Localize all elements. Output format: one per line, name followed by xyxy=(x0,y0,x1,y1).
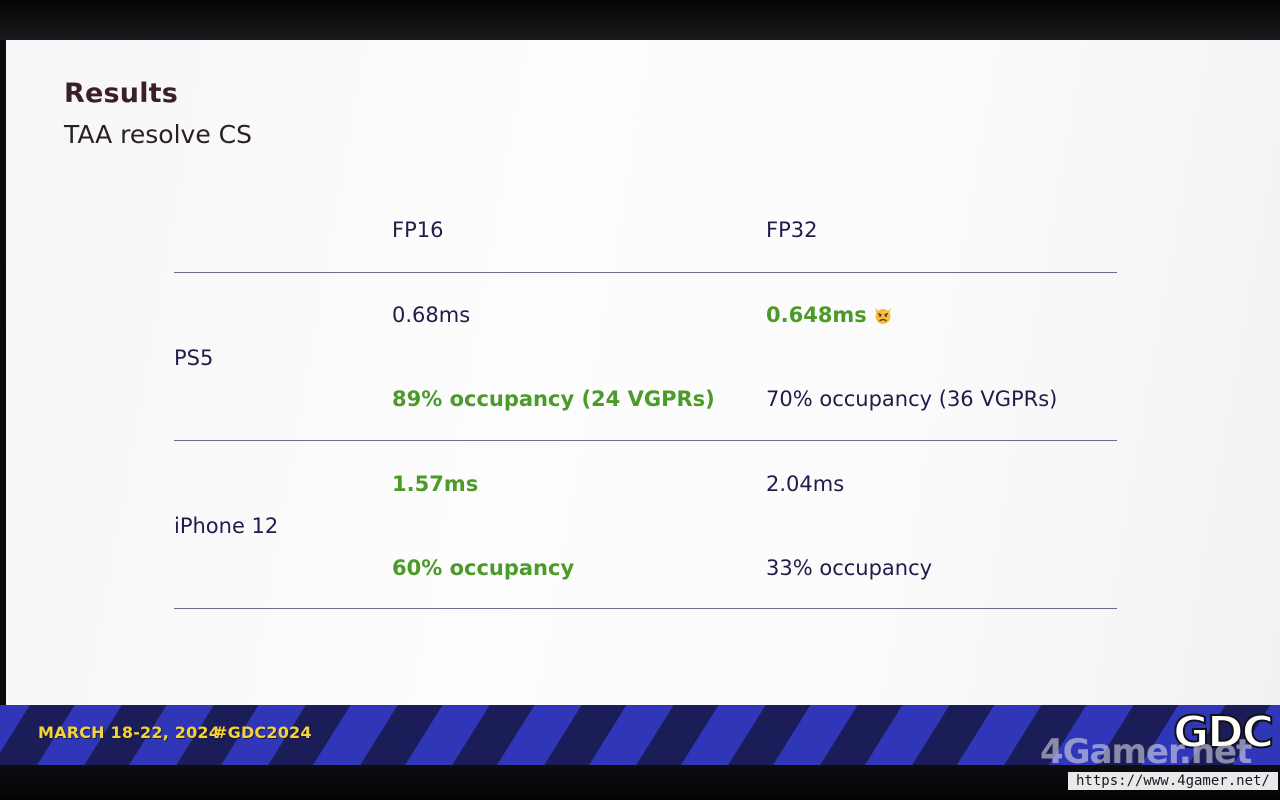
angry-cat-icon xyxy=(874,308,891,324)
ps5-fp32-occupancy: 70% occupancy (36 VGPRs) xyxy=(766,387,1058,411)
ps5-fp32-time: 0.648ms xyxy=(766,303,893,327)
iphone12-fp32-occupancy: 33% occupancy xyxy=(766,556,933,580)
gdc-logo: GDC xyxy=(1172,706,1275,759)
ps5-fp16-time: 0.68ms xyxy=(392,303,471,327)
footer-stripes xyxy=(0,705,1280,765)
row-label-ps5: PS5 xyxy=(174,346,214,370)
iphone12-fp32-time: 2.04ms xyxy=(766,472,845,496)
row-label-iphone12: iPhone 12 xyxy=(174,514,279,538)
column-header-fp32: FP32 xyxy=(766,218,818,242)
slide-subtitle: TAA resolve CS xyxy=(64,120,253,149)
iphone12-fp16-time: 1.57ms xyxy=(392,472,479,496)
watermark-brand: 4Gamer.net xyxy=(1040,732,1252,772)
conference-footer: MARCH 18-22, 2024 #GDC2024 GDC xyxy=(0,705,1280,765)
table-rule-top xyxy=(174,272,1117,273)
ps5-fp32-time-value: 0.648ms xyxy=(766,303,867,327)
watermark-url: https://www.4gamer.net/ xyxy=(1068,772,1278,790)
slide-title: Results xyxy=(64,78,179,109)
event-dates: MARCH 18-22, 2024 xyxy=(38,723,221,742)
top-bezel xyxy=(0,0,1280,40)
iphone12-fp16-occupancy: 60% occupancy xyxy=(392,556,575,580)
column-header-fp16: FP16 xyxy=(392,218,444,242)
presentation-slide: Results TAA resolve CS FP16 FP32 0.68ms … xyxy=(6,40,1280,705)
table-rule-bottom xyxy=(174,608,1117,609)
ps5-fp16-occupancy: 89% occupancy (24 VGPRs) xyxy=(392,387,715,411)
bottom-bezel xyxy=(0,765,1280,800)
table-rule-middle xyxy=(174,440,1117,441)
event-hashtag: #GDC2024 xyxy=(214,723,312,742)
